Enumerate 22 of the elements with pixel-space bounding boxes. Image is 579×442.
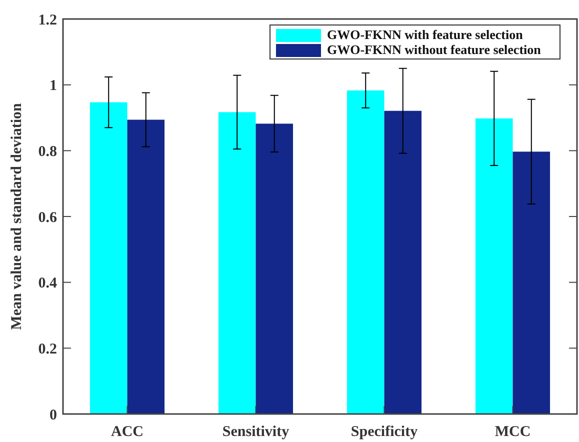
x-tick-label: MCC — [494, 424, 531, 440]
x-tick-label: Sensitivity — [222, 424, 290, 440]
bar — [512, 152, 550, 414]
y-axis-title: Mean value and standard deviation — [9, 102, 25, 330]
bar — [218, 112, 256, 414]
y-tick-label: 1.2 — [38, 12, 57, 28]
legend-label: GWO-FKNN without feature selection — [327, 42, 542, 57]
y-tick-label: 0.2 — [38, 341, 57, 358]
bar — [384, 110, 422, 414]
y-tick-label: 1 — [50, 78, 57, 94]
x-tick-label: ACC — [111, 424, 144, 440]
legend-label: GWO-FKNN with feature selection — [327, 27, 524, 42]
x-tick-label: Specificity — [350, 424, 418, 440]
y-tick-label: 0.6 — [38, 210, 58, 226]
bar — [346, 90, 384, 414]
y-tick-label: 0.8 — [38, 144, 57, 160]
bar — [90, 102, 128, 414]
bar — [127, 120, 165, 414]
y-tick-label: 0.4 — [38, 276, 58, 292]
bar — [256, 124, 294, 414]
y-tick-label: 0 — [50, 407, 57, 424]
bar — [475, 118, 513, 414]
